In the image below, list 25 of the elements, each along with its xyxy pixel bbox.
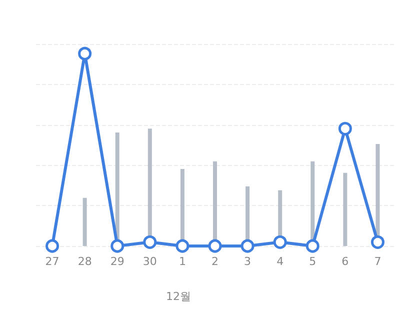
point	[338, 122, 352, 136]
bar	[82, 198, 87, 246]
x-tick-label: 28	[78, 255, 92, 268]
point	[46, 239, 60, 253]
point	[273, 235, 287, 249]
point	[208, 239, 222, 253]
x-tick-label: 5	[309, 255, 316, 268]
point	[110, 239, 124, 253]
point	[370, 235, 384, 249]
bar	[343, 172, 348, 246]
x-tick-label: 3	[244, 255, 252, 268]
point	[240, 239, 254, 253]
x-tick-label: 6	[342, 255, 349, 268]
point	[306, 239, 320, 253]
point	[176, 239, 190, 253]
text: 12월	[166, 290, 191, 303]
x-tick-label: 2	[212, 255, 218, 268]
point	[143, 235, 157, 249]
x-tick-label: 27	[45, 255, 60, 268]
point	[78, 46, 92, 60]
x-tick-label: 1	[178, 255, 186, 268]
x-tick-label: 4	[276, 255, 284, 268]
x-tick-label: 7	[374, 255, 382, 268]
x-tick-label: 30	[142, 255, 157, 268]
x-tick-label: 29	[110, 255, 124, 268]
